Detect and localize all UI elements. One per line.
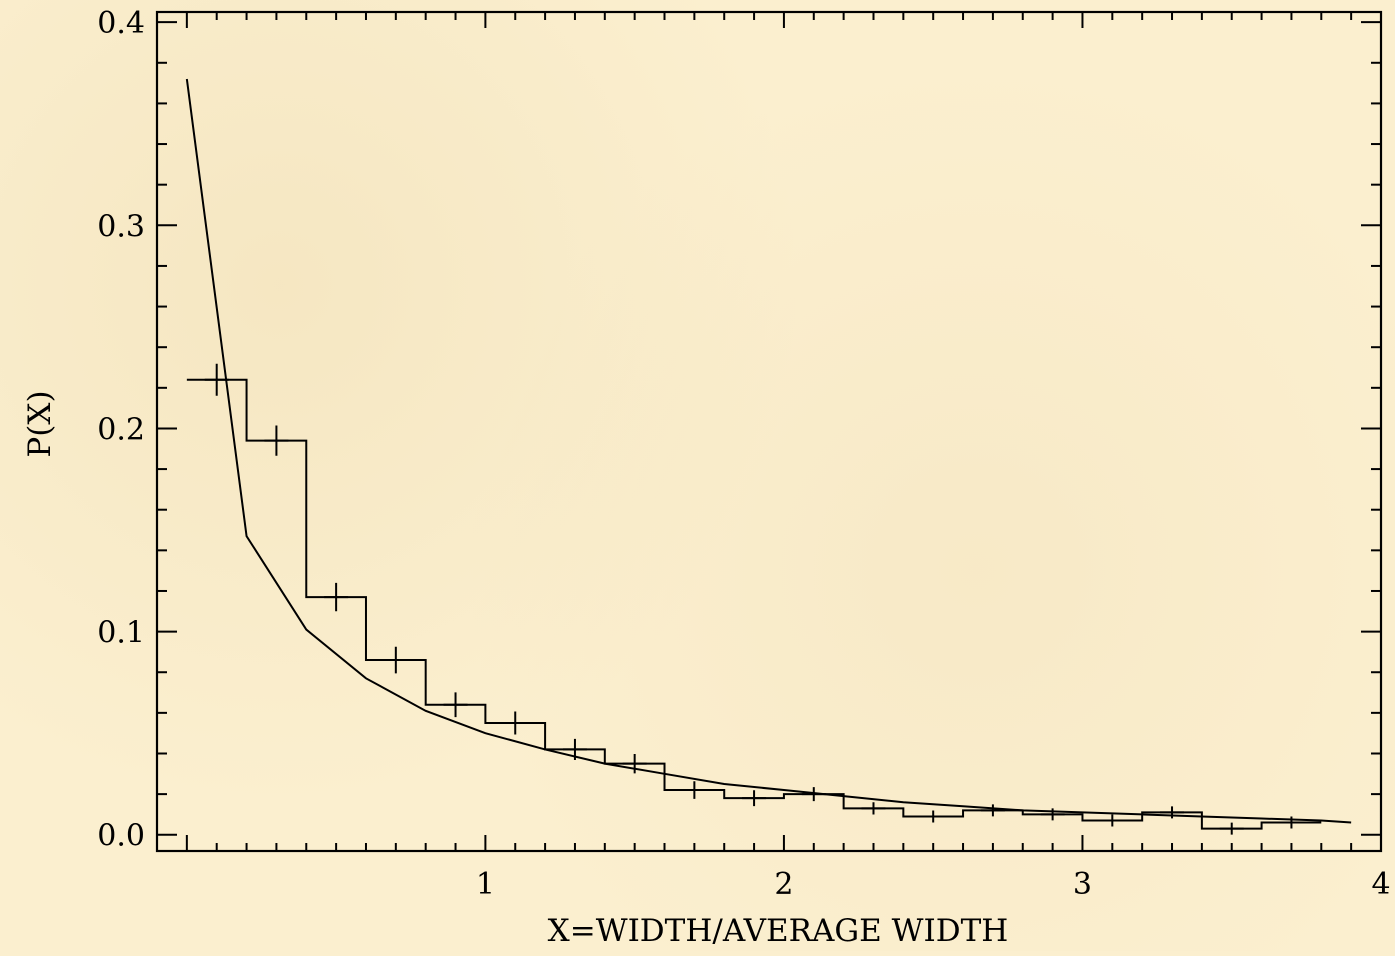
y-axis-title: P(X) xyxy=(22,390,58,457)
histogram-error-marker xyxy=(443,692,468,718)
x-tick-label: 3 xyxy=(1073,867,1092,902)
histogram-error-marker xyxy=(1219,822,1244,835)
histogram-error-marker xyxy=(1100,814,1125,827)
x-axis-title: X=WIDTH/AVERAGE WIDTH xyxy=(548,913,1009,949)
x-tick-label: 4 xyxy=(1371,867,1390,902)
histogram-error-marker xyxy=(980,804,1005,817)
histogram-error-marker xyxy=(503,711,528,735)
histogram-error-marker xyxy=(324,582,349,612)
y-tick-label: 0.4 xyxy=(97,6,145,41)
y-axis-ticks: 0.0 0.1 0.2 0.3 0.4 xyxy=(97,6,1381,854)
histogram-series xyxy=(186,378,1322,830)
histogram-error-marker xyxy=(921,810,946,823)
x-tick-label: 1 xyxy=(476,867,495,902)
y-tick-label: 0.2 xyxy=(97,412,145,447)
y-tick-label: 0.1 xyxy=(97,616,145,651)
histogram-error-marker xyxy=(204,363,229,396)
plot-frame xyxy=(155,10,1383,853)
histogram-error-marker xyxy=(682,781,707,799)
histogram-error-marker xyxy=(622,753,647,774)
fit-curve-series xyxy=(185,78,1352,824)
x-axis-ticks: 1 2 3 4 xyxy=(185,12,1391,902)
y-tick-label: 0.3 xyxy=(97,209,145,244)
x-tick-label: 2 xyxy=(774,867,793,902)
histogram-error-marker xyxy=(861,802,886,815)
histogram-error-marker xyxy=(742,790,767,807)
histogram-error-marker xyxy=(383,646,408,674)
histogram-error-marker xyxy=(264,425,289,456)
y-tick-label: 0.0 xyxy=(97,819,145,854)
series-layer xyxy=(185,78,1352,835)
